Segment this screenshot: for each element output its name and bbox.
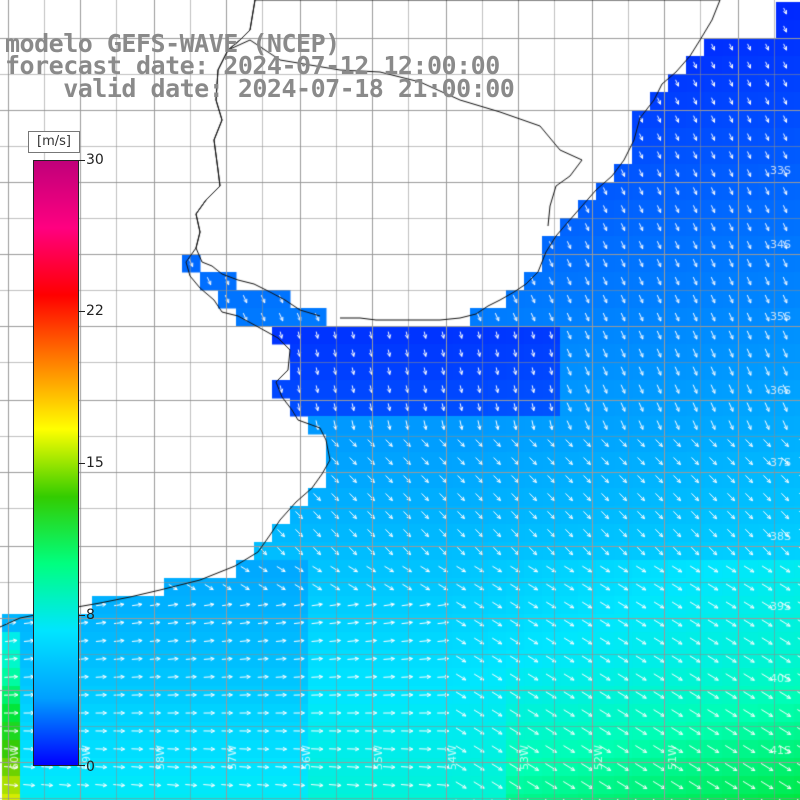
colorbar-unit-label: [m/s]: [28, 131, 80, 153]
colorbar-tick-8: 8: [86, 607, 95, 623]
colorbar-tick-mark: [79, 311, 85, 312]
forecast-date: forecast date: 2024-07-12 12:00:00: [5, 51, 500, 80]
colorbar-tick-15: 15: [86, 455, 104, 471]
colorbar-tick-22: 22: [86, 303, 104, 319]
colorbar: [33, 160, 79, 766]
valid-date: valid date: 2024-07-18 21:00:00: [5, 74, 515, 103]
colorbar-tick-mark: [79, 615, 85, 616]
model-title: modelo GEFS-WAVE (NCEP): [5, 29, 340, 58]
colorbar-tick-mark: [79, 160, 85, 161]
colorbar-tick-mark: [79, 463, 85, 464]
colorbar-tick-0: 0: [86, 759, 95, 775]
colorbar-tick-mark: [79, 765, 85, 766]
colorbar-tick-30: 30: [86, 152, 104, 168]
